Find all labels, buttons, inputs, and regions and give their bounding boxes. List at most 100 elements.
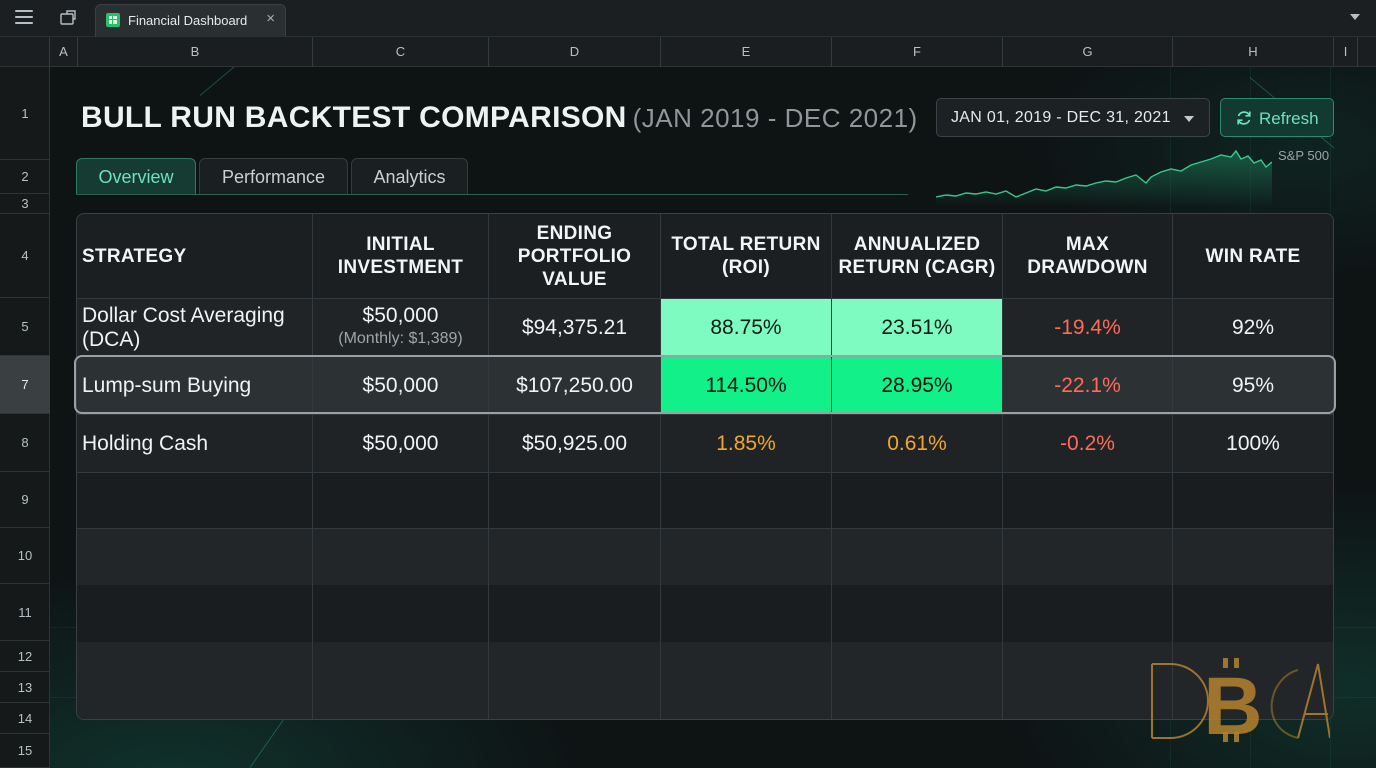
cell-drawdown[interactable]: -22.1% xyxy=(1003,357,1173,414)
page-title-text: BULL RUN BACKTEST COMPARISON xyxy=(81,101,627,134)
cell-initial[interactable]: $50,000 xyxy=(313,415,489,472)
table-row[interactable]: Holding Cash $50,000 $50,925.00 1.85% 0.… xyxy=(77,415,1333,473)
row-header-15[interactable]: 15 xyxy=(0,734,50,768)
table-row-empty[interactable] xyxy=(77,473,1333,529)
empty-cell[interactable] xyxy=(832,473,1003,528)
row-header-5[interactable]: 5 xyxy=(0,298,50,356)
chevron-down-icon xyxy=(1184,116,1194,122)
empty-cell[interactable] xyxy=(661,529,832,585)
cell-ending[interactable]: $107,250.00 xyxy=(489,357,661,414)
tab-overview[interactable]: Overview xyxy=(76,158,196,195)
table-row[interactable]: Lump-sum Buying $50,000 $107,250.00 114.… xyxy=(77,357,1333,415)
cell-ending[interactable]: $50,925.00 xyxy=(489,415,661,472)
column-header-h[interactable]: H xyxy=(1173,37,1334,67)
table-row-empty[interactable] xyxy=(77,642,1333,719)
tab-financial-dashboard[interactable]: Financial Dashboard × xyxy=(95,4,286,37)
empty-cell[interactable] xyxy=(832,585,1003,642)
header-strategy[interactable]: STRATEGY xyxy=(77,214,313,298)
empty-cell[interactable] xyxy=(313,642,489,719)
table-row-empty[interactable] xyxy=(77,585,1333,642)
empty-cell[interactable] xyxy=(1003,642,1173,719)
empty-cell[interactable] xyxy=(489,585,661,642)
table-row-empty[interactable] xyxy=(77,529,1333,585)
table-row[interactable]: Dollar Cost Averaging (DCA) $50,000 (Mon… xyxy=(77,299,1333,357)
empty-cell[interactable] xyxy=(313,473,489,528)
empty-cell[interactable] xyxy=(1003,529,1173,585)
chevron-down-icon[interactable] xyxy=(1350,14,1360,20)
header-initial-investment[interactable]: INITIAL INVESTMENT xyxy=(313,214,489,298)
row-header-14[interactable]: 14 xyxy=(0,703,50,734)
row-header-8[interactable]: 8 xyxy=(0,414,50,472)
empty-cell[interactable] xyxy=(489,529,661,585)
row-header-11[interactable]: 11 xyxy=(0,584,50,641)
close-icon[interactable]: × xyxy=(266,10,275,27)
column-header-g[interactable]: G xyxy=(1003,37,1173,67)
table-header-row: STRATEGY INITIAL INVESTMENT ENDING PORTF… xyxy=(77,214,1333,299)
cell-strategy[interactable]: Lump-sum Buying xyxy=(77,357,313,414)
empty-cell[interactable] xyxy=(832,529,1003,585)
cell-strategy[interactable]: Dollar Cost Averaging (DCA) xyxy=(77,299,313,356)
empty-cell[interactable] xyxy=(1173,529,1333,585)
header-ending-value[interactable]: ENDING PORTFOLIO VALUE xyxy=(489,214,661,298)
cell-cagr[interactable]: 23.51% xyxy=(832,299,1003,356)
empty-cell[interactable] xyxy=(77,642,313,719)
row-header-13[interactable]: 13 xyxy=(0,672,50,703)
empty-cell[interactable] xyxy=(1173,473,1333,528)
header-total-return[interactable]: TOTAL RETURN (ROI) xyxy=(661,214,832,298)
cell-ending[interactable]: $94,375.21 xyxy=(489,299,661,356)
cell-win-rate[interactable]: 95% xyxy=(1231,373,1275,397)
empty-cell[interactable] xyxy=(313,529,489,585)
cell-initial[interactable]: $50,000 (Monthly: $1,389) xyxy=(313,299,489,356)
refresh-button[interactable]: Refresh xyxy=(1220,98,1334,137)
row-header-7[interactable]: 7 xyxy=(0,356,50,414)
cell-win-rate[interactable]: 92% xyxy=(1231,315,1275,339)
empty-cell[interactable] xyxy=(77,585,313,642)
empty-cell[interactable] xyxy=(489,473,661,528)
empty-cell[interactable] xyxy=(1003,473,1173,528)
row-header-4[interactable]: 4 xyxy=(0,214,50,298)
row-header-9[interactable]: 9 xyxy=(0,472,50,528)
empty-cell[interactable] xyxy=(832,642,1003,719)
cell-roi[interactable]: 114.50% xyxy=(661,357,832,414)
menu-icon[interactable] xyxy=(15,10,33,26)
column-header-i[interactable]: I xyxy=(1334,37,1358,67)
select-all-corner[interactable] xyxy=(0,37,50,67)
empty-cell[interactable] xyxy=(77,529,313,585)
column-header-b[interactable]: B xyxy=(78,37,313,67)
cell-drawdown[interactable]: -19.4% xyxy=(1003,299,1173,356)
cell-strategy[interactable]: Holding Cash xyxy=(77,415,313,472)
cell-cagr[interactable]: 28.95% xyxy=(832,357,1003,414)
row-header-3[interactable]: 3 xyxy=(0,194,50,214)
cell-win-rate[interactable]: 100% xyxy=(1226,431,1280,455)
cell-drawdown[interactable]: -0.2% xyxy=(1003,415,1173,472)
column-header-d[interactable]: D xyxy=(489,37,661,67)
column-header-e[interactable]: E xyxy=(661,37,832,67)
tab-performance[interactable]: Performance xyxy=(199,158,348,195)
empty-cell[interactable] xyxy=(661,642,832,719)
header-win-rate[interactable]: WIN RATE xyxy=(1205,245,1301,267)
empty-cell[interactable] xyxy=(77,473,313,528)
page-title: BULL RUN BACKTEST COMPARISON (JAN 2019 - … xyxy=(81,101,918,135)
empty-cell[interactable] xyxy=(489,642,661,719)
empty-cell[interactable] xyxy=(661,473,832,528)
date-range-dropdown[interactable]: JAN 01, 2019 - DEC 31, 2021 xyxy=(936,98,1210,137)
cell-roi[interactable]: 1.85% xyxy=(661,415,832,472)
empty-cell[interactable] xyxy=(661,585,832,642)
cell-roi[interactable]: 88.75% xyxy=(661,299,832,356)
row-header-12[interactable]: 12 xyxy=(0,641,50,672)
row-header-2[interactable]: 2 xyxy=(0,160,50,194)
cell-cagr[interactable]: 0.61% xyxy=(832,415,1003,472)
header-cagr[interactable]: ANNUALIZED RETURN (CAGR) xyxy=(832,214,1003,298)
new-tab-icon[interactable] xyxy=(58,9,78,27)
row-header-1[interactable]: 1 xyxy=(0,67,50,160)
empty-cell[interactable] xyxy=(1003,585,1173,642)
empty-cell[interactable] xyxy=(313,585,489,642)
row-header-10[interactable]: 10 xyxy=(0,528,50,584)
cell-initial[interactable]: $50,000 xyxy=(313,357,489,414)
column-header-c[interactable]: C xyxy=(313,37,489,67)
column-header-a[interactable]: A xyxy=(50,37,78,67)
tab-analytics[interactable]: Analytics xyxy=(351,158,468,195)
column-header-f[interactable]: F xyxy=(832,37,1003,67)
empty-cell[interactable] xyxy=(1173,585,1333,642)
header-max-drawdown[interactable]: MAX DRAWDOWN xyxy=(1003,214,1173,298)
